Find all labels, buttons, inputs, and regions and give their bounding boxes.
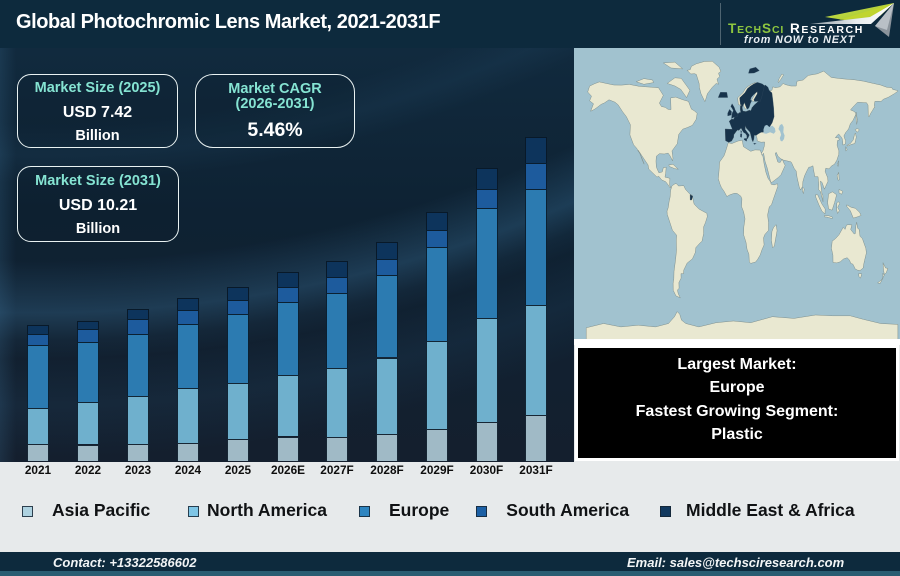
svg-text:RESEARCH: RESEARCH	[790, 21, 864, 36]
svg-text:from NOW to NEXT: from NOW to NEXT	[744, 34, 856, 46]
svg-text:TECHSCI: TECHSCI	[728, 21, 784, 36]
